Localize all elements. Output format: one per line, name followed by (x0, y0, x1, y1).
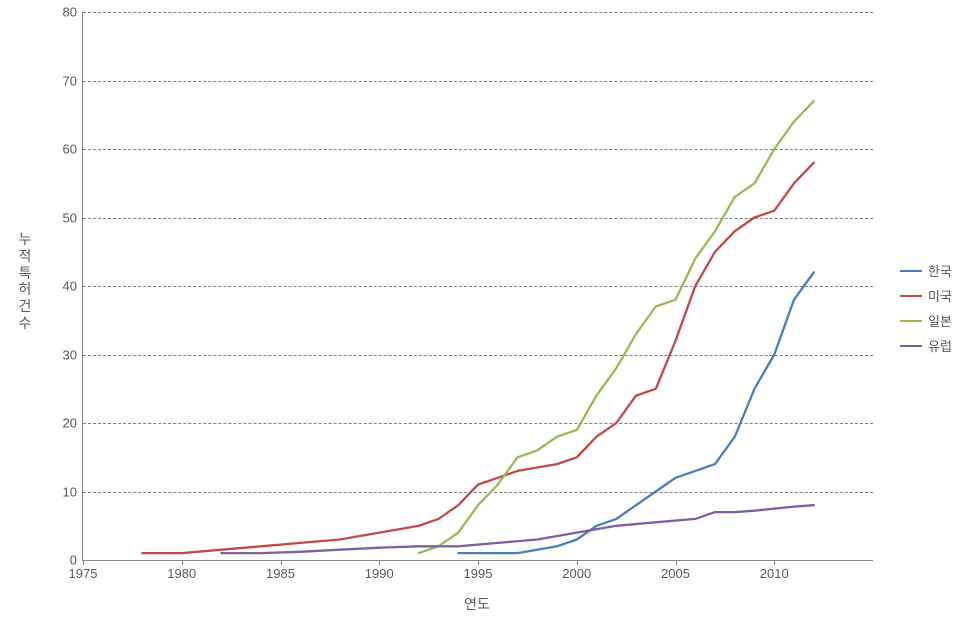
legend-label: 일본 (928, 311, 952, 330)
series-line (142, 163, 814, 553)
x-axis-title: 연도 (464, 594, 490, 614)
legend-item: 한국 (900, 261, 952, 280)
ytick-label: 30 (63, 347, 83, 362)
xtick-label: 1980 (167, 560, 196, 581)
ytick-label: 10 (63, 484, 83, 499)
legend-swatch (900, 270, 922, 272)
xtick-label: 2005 (661, 560, 690, 581)
chart-lines (83, 12, 873, 560)
legend-label: 유럽 (928, 336, 952, 355)
legend-swatch (900, 295, 922, 297)
legend-item: 유럽 (900, 336, 952, 355)
legend-label: 미국 (928, 286, 952, 305)
xtick-label: 1990 (365, 560, 394, 581)
chart-container: 0102030405060708019751980198519901995200… (0, 0, 977, 639)
xtick-label: 1995 (464, 560, 493, 581)
xtick-label: 2000 (562, 560, 591, 581)
y-axis-title: 누적특허건수 (18, 231, 32, 332)
xtick-label: 1985 (266, 560, 295, 581)
series-line (221, 505, 814, 553)
legend-item: 일본 (900, 311, 952, 330)
legend: 한국미국일본유럽 (900, 255, 952, 361)
ytick-label: 60 (63, 142, 83, 157)
legend-label: 한국 (928, 261, 952, 280)
ytick-label: 70 (63, 73, 83, 88)
plot-area: 0102030405060708019751980198519901995200… (82, 12, 873, 561)
ytick-label: 80 (63, 5, 83, 20)
xtick-label: 2010 (760, 560, 789, 581)
ytick-label: 50 (63, 210, 83, 225)
legend-swatch (900, 320, 922, 322)
legend-swatch (900, 345, 922, 347)
legend-item: 미국 (900, 286, 952, 305)
ytick-label: 40 (63, 279, 83, 294)
xtick-label: 1975 (69, 560, 98, 581)
ytick-label: 20 (63, 416, 83, 431)
